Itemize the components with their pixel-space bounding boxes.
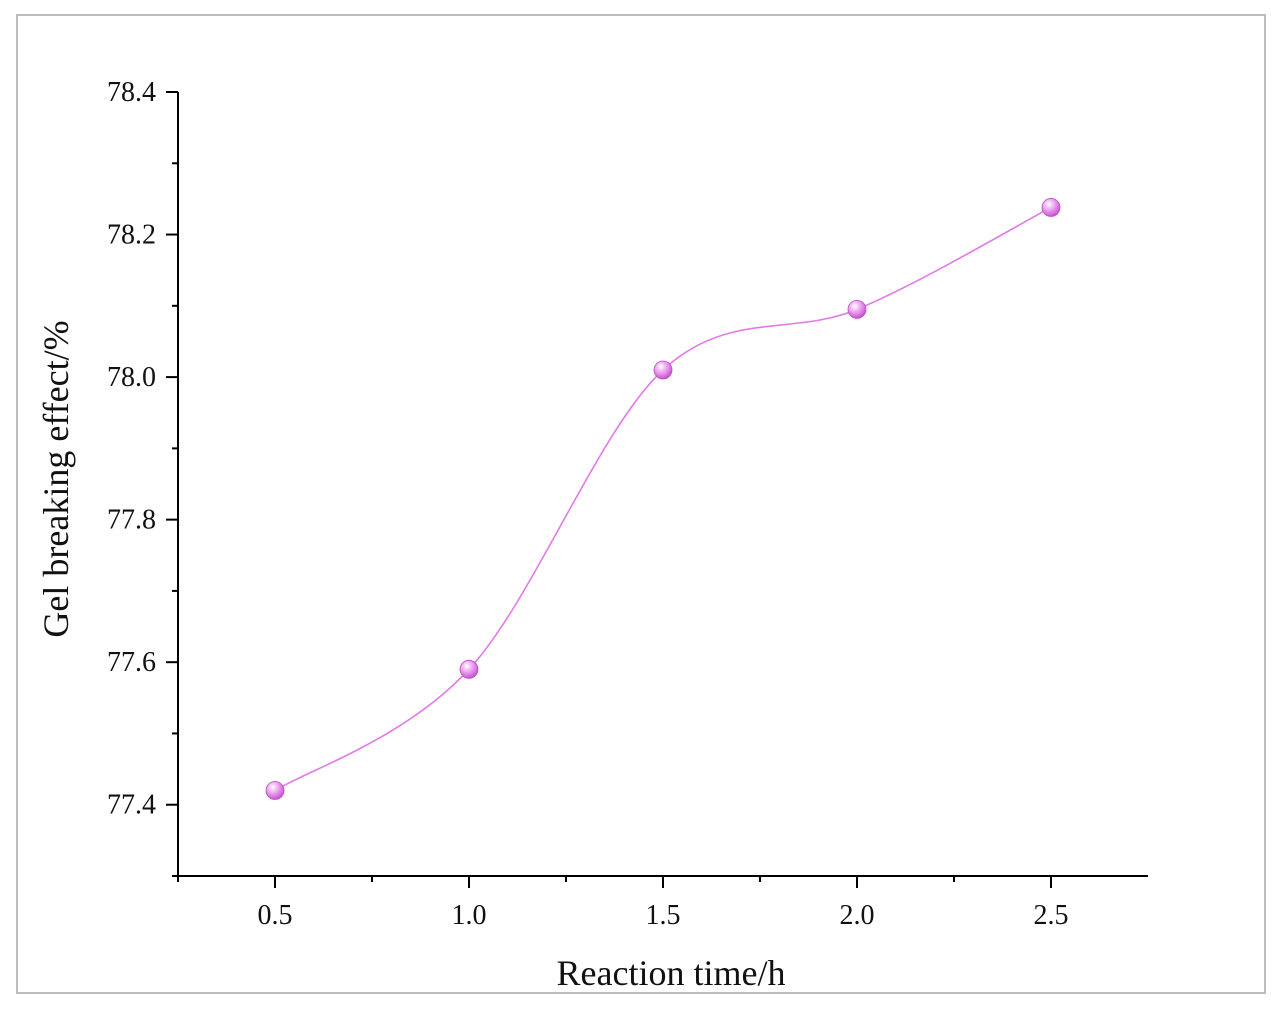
y-tick-label: 78.2 — [107, 220, 156, 251]
figure-frame — [16, 14, 1266, 994]
y-tick-label: 78.4 — [107, 77, 156, 108]
data-point — [847, 299, 867, 319]
data-point — [459, 659, 479, 679]
y-tick-label: 77.6 — [107, 647, 156, 678]
y-tick-label: 77.8 — [107, 505, 156, 536]
series — [265, 198, 1061, 800]
series-line — [274, 206, 1052, 792]
x-tick-label: 0.5 — [258, 900, 293, 931]
axes — [177, 92, 1148, 877]
y-axis-title: Gel breaking effect/% — [36, 320, 76, 637]
y-tick-label: 78.0 — [107, 362, 156, 393]
data-point — [653, 360, 673, 380]
y-tick-label: 77.4 — [107, 790, 156, 821]
x-tick-label: 2.5 — [1034, 900, 1069, 931]
data-point — [1041, 198, 1061, 217]
ticks: 77.4 77.6 77.8 78.0 78.2 78.4 0.5 1.0 1.5 2.0 2.5 — [107, 77, 1069, 931]
data-point — [265, 781, 285, 800]
x-tick-label: 2.0 — [840, 900, 875, 931]
x-tick-label: 1.0 — [452, 900, 487, 931]
x-axis-title: Reaction time/h — [557, 953, 786, 993]
x-tick-label: 1.5 — [646, 900, 681, 931]
